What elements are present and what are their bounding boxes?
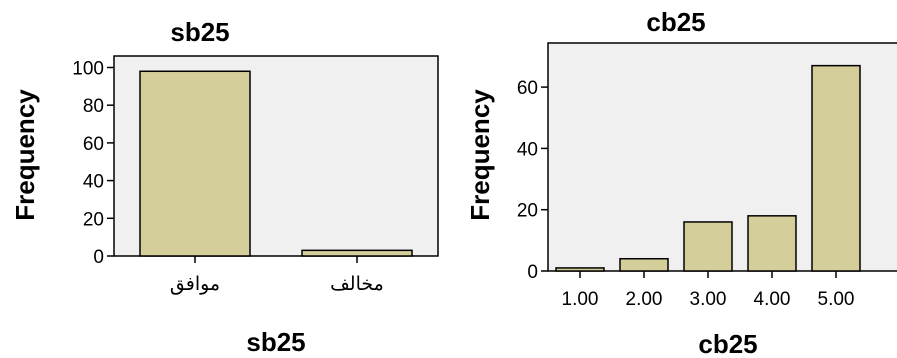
y-axis: 0 20 40 60 80 100 — [72, 59, 114, 268]
y-tick-label: 80 — [83, 96, 104, 117]
bar-5.00 — [811, 64, 861, 272]
chart-sb25: sb25 0 20 40 60 80 100 موافق مخالف Frequency s… — [10, 17, 439, 357]
x-axis: 1.00 2.00 3.00 4.00 5.00 — [562, 271, 855, 310]
chart-title: cb25 — [646, 7, 705, 37]
x-tick-label: 1.00 — [562, 289, 599, 310]
y-axis: 0 20 40 60 — [517, 78, 548, 283]
chart-cb25: cb25 0 20 40 60 1.00 2.00 3.00 4.00 5.00 Freque… — [465, 7, 897, 358]
bar-2.00 — [619, 257, 669, 272]
x-axis: موافق مخالف — [170, 256, 384, 295]
y-tick-label: 60 — [83, 134, 104, 155]
bar-مخالف — [301, 249, 413, 257]
bars — [555, 64, 861, 272]
x-axis-label: sb25 — [246, 327, 305, 357]
x-axis-label: cb25 — [698, 329, 757, 358]
bars — [139, 70, 413, 257]
y-tick-label: 0 — [527, 262, 538, 283]
bar-1.00 — [555, 267, 605, 272]
y-tick-label: 0 — [93, 247, 104, 268]
x-tick-label: موافق — [170, 273, 220, 295]
x-tick-label: 2.00 — [626, 289, 663, 310]
x-tick-label: مخالف — [330, 273, 384, 295]
chart-title: sb25 — [170, 17, 229, 47]
x-tick-label: 3.00 — [690, 289, 727, 310]
y-tick-label: 20 — [83, 209, 104, 230]
y-tick-label: 20 — [517, 201, 538, 222]
y-tick-label: 40 — [517, 139, 538, 160]
bar-4.00 — [747, 215, 797, 272]
y-axis-label: Frequency — [10, 89, 40, 221]
bar-موافق — [139, 70, 251, 257]
y-tick-label: 40 — [83, 172, 104, 193]
x-tick-label: 5.00 — [818, 289, 855, 310]
x-tick-label: 4.00 — [754, 289, 791, 310]
y-axis-label: Frequency — [465, 89, 495, 221]
y-tick-label: 100 — [72, 59, 104, 80]
bar-3.00 — [683, 221, 733, 272]
y-tick-label: 60 — [517, 78, 538, 99]
